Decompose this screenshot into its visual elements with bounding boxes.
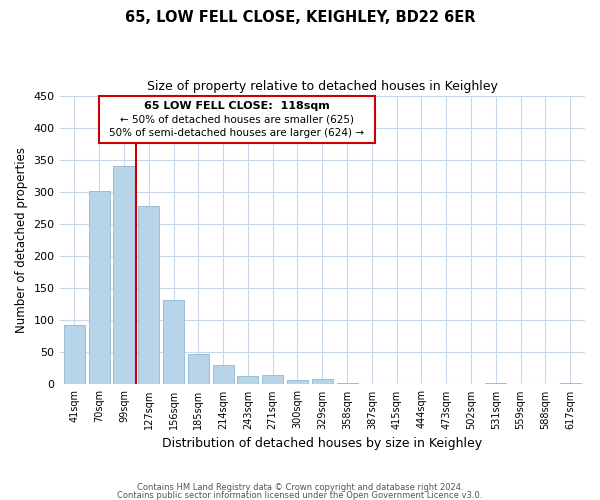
Bar [163, 300, 184, 384]
Title: Size of property relative to detached houses in Keighley: Size of property relative to detached ho… [147, 80, 498, 93]
Text: Contains HM Land Registry data © Crown copyright and database right 2024.: Contains HM Land Registry data © Crown c… [137, 483, 463, 492]
X-axis label: Distribution of detached houses by size in Keighley: Distribution of detached houses by size … [162, 437, 482, 450]
Text: 50% of semi-detached houses are larger (624) →: 50% of semi-detached houses are larger (… [109, 128, 364, 138]
Bar [64, 324, 85, 384]
Text: ← 50% of detached houses are smaller (625): ← 50% of detached houses are smaller (62… [120, 114, 354, 124]
Bar [212, 364, 233, 384]
Bar [89, 190, 110, 384]
Text: 65 LOW FELL CLOSE:  118sqm: 65 LOW FELL CLOSE: 118sqm [144, 101, 330, 111]
Text: 65, LOW FELL CLOSE, KEIGHLEY, BD22 6ER: 65, LOW FELL CLOSE, KEIGHLEY, BD22 6ER [125, 10, 475, 25]
Bar [138, 206, 160, 384]
Text: Contains public sector information licensed under the Open Government Licence v3: Contains public sector information licen… [118, 492, 482, 500]
Bar [337, 383, 358, 384]
Bar [113, 166, 134, 384]
Bar [560, 383, 581, 384]
Bar [262, 375, 283, 384]
Y-axis label: Number of detached properties: Number of detached properties [15, 147, 28, 333]
FancyBboxPatch shape [99, 96, 375, 143]
Bar [485, 383, 506, 384]
Bar [188, 354, 209, 384]
Bar [287, 380, 308, 384]
Bar [238, 376, 259, 384]
Bar [312, 378, 333, 384]
